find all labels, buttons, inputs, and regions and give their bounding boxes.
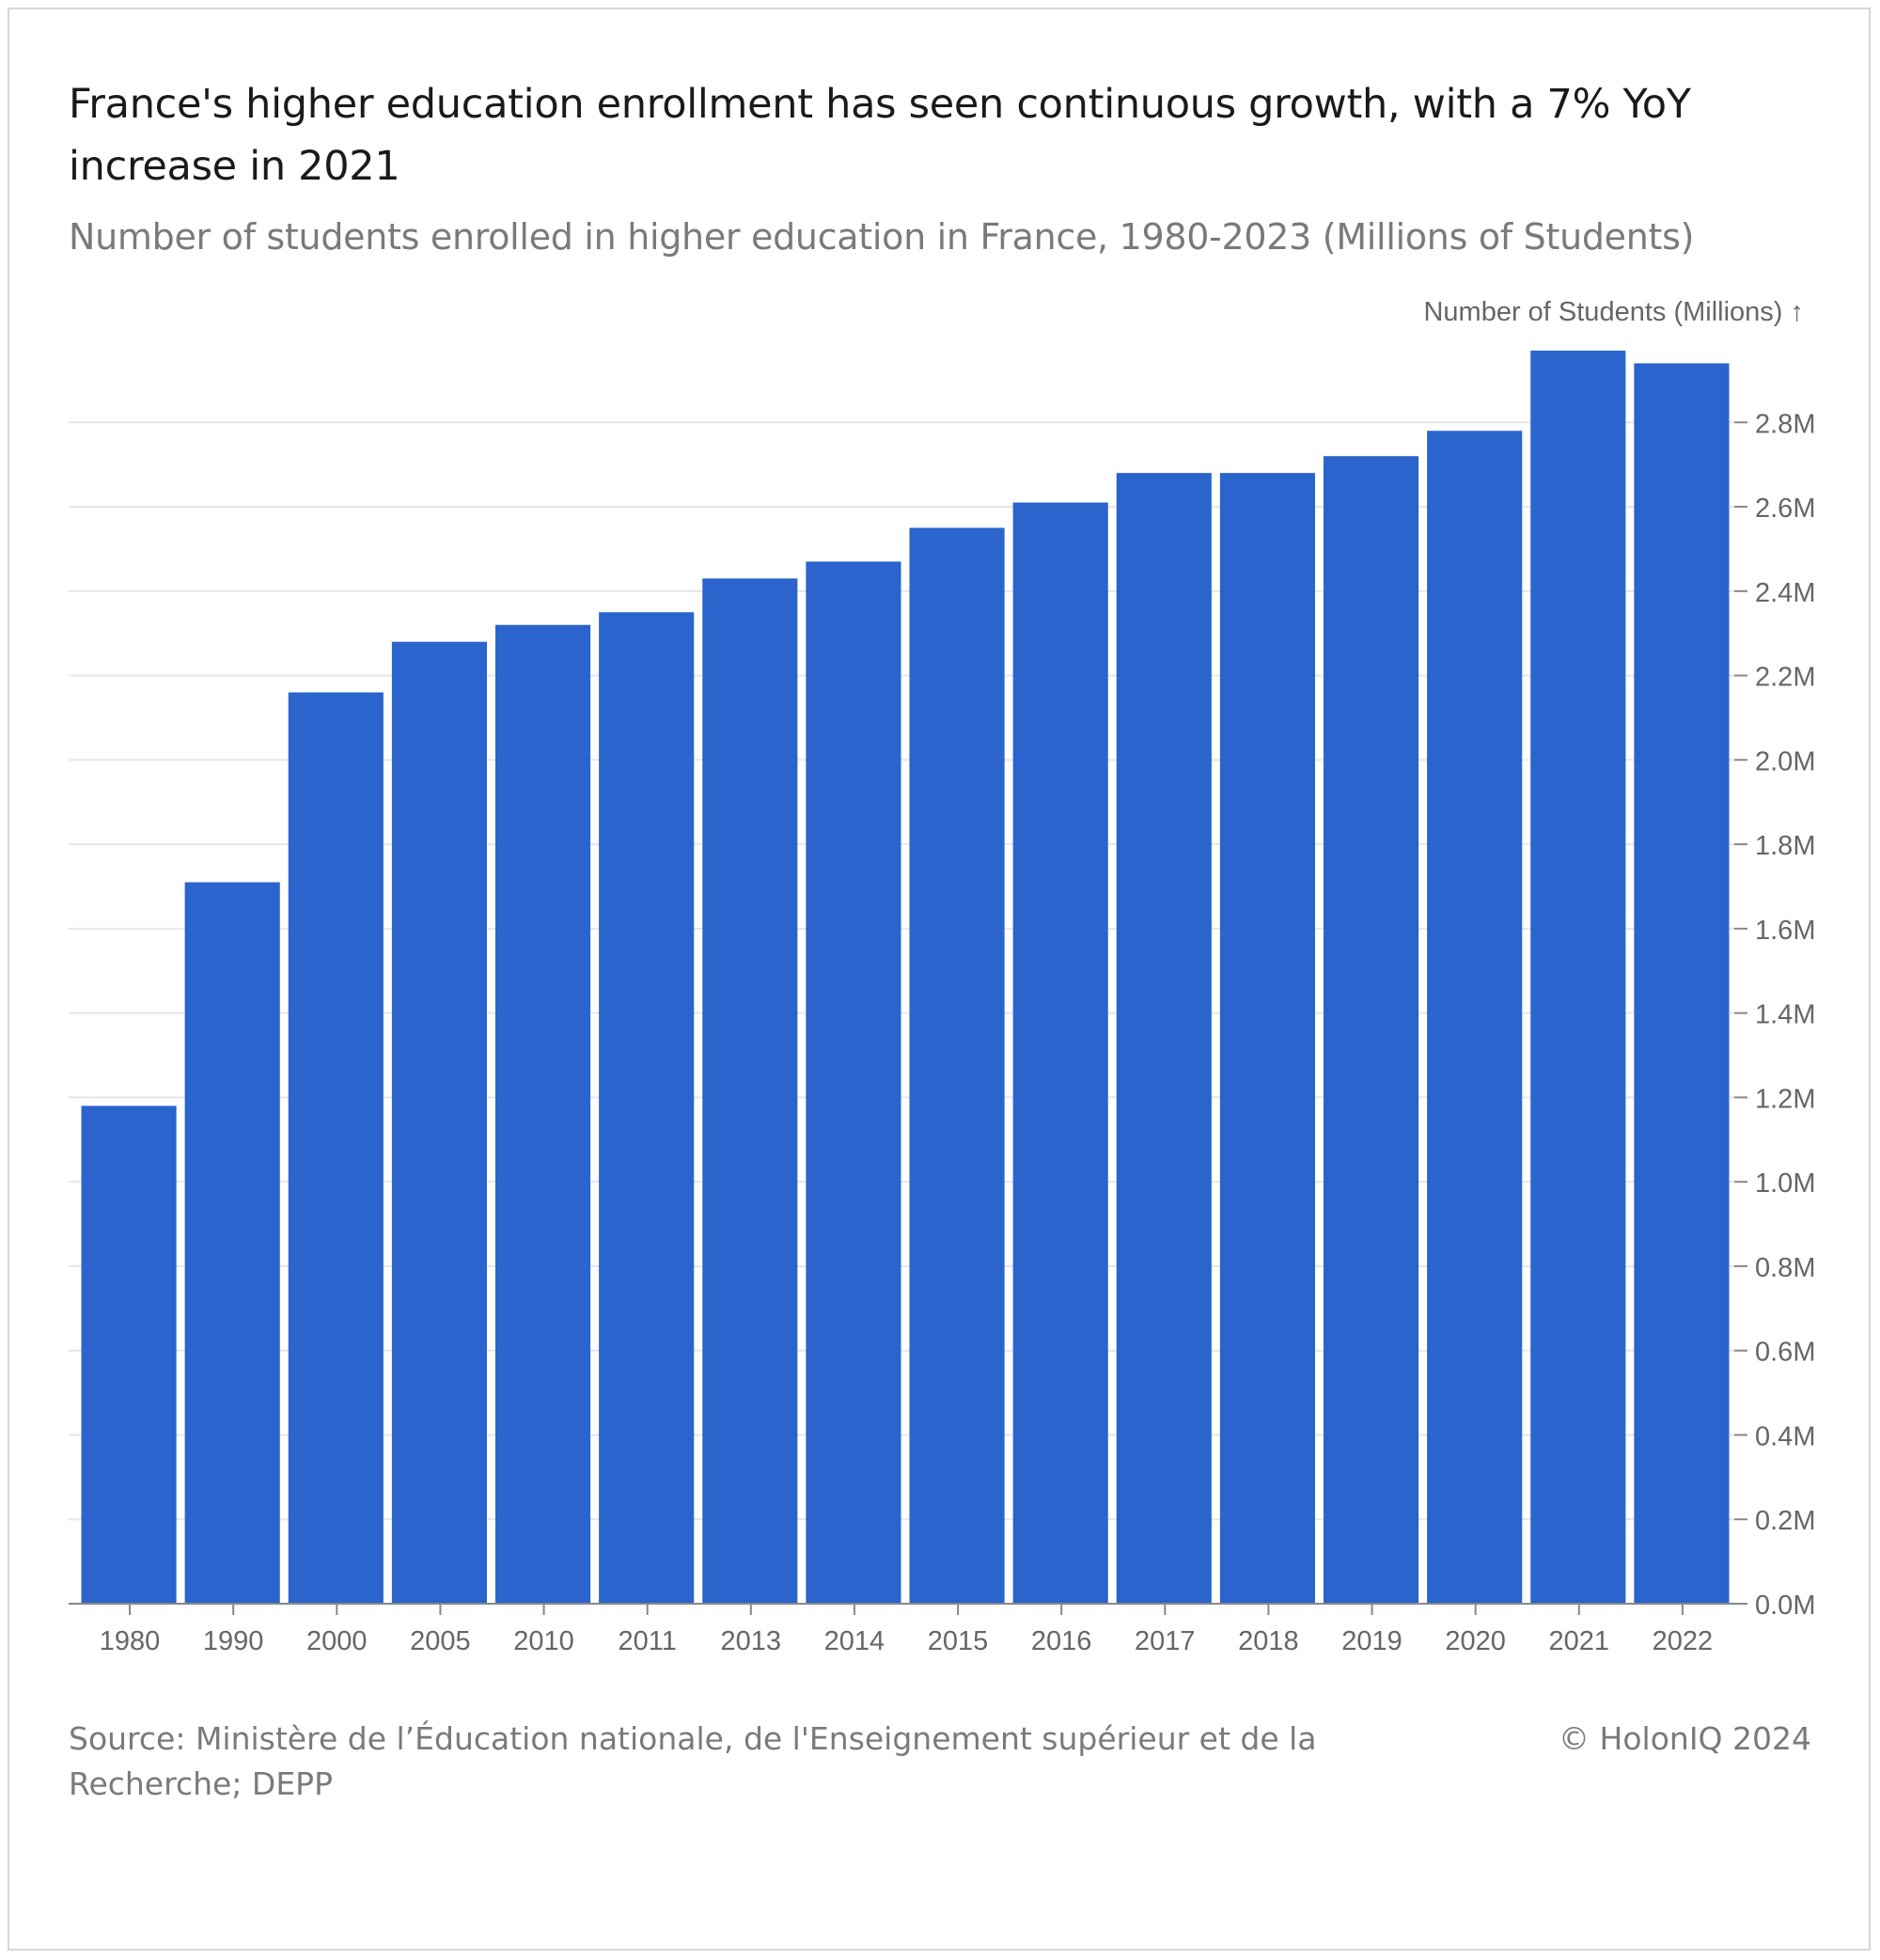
- x-tick-label: 2015: [928, 1626, 989, 1656]
- y-tick-label: 1.0M: [1755, 1168, 1815, 1199]
- bar-2011: [599, 612, 695, 1605]
- bar-2000: [288, 692, 384, 1604]
- bar-2019: [1324, 456, 1419, 1605]
- bar-2021: [1530, 351, 1626, 1604]
- y-tick-label: 2.0M: [1755, 746, 1815, 776]
- y-tick-label: 1.8M: [1755, 831, 1815, 861]
- x-tick-label: 2013: [721, 1626, 782, 1656]
- y-tick-label: 1.4M: [1755, 1000, 1815, 1030]
- bar-2022: [1634, 363, 1730, 1605]
- x-tick-label: 2016: [1031, 1626, 1092, 1656]
- y-tick-label: 0.4M: [1755, 1421, 1815, 1451]
- y-tick-label: 1.2M: [1755, 1084, 1815, 1114]
- x-tick-label: 2011: [619, 1626, 677, 1656]
- y-tick-label: 0.8M: [1755, 1253, 1815, 1283]
- y-tick-label: 0.2M: [1755, 1506, 1815, 1536]
- bar-2020: [1427, 431, 1523, 1604]
- x-tick-label: 2019: [1341, 1626, 1402, 1656]
- x-tick-label: 1980: [100, 1626, 161, 1656]
- bar-2010: [495, 624, 591, 1604]
- bar-2016: [1012, 502, 1108, 1605]
- y-tick-label: 2.2M: [1755, 663, 1815, 693]
- x-tick-label: 2018: [1238, 1626, 1299, 1656]
- bar-2013: [702, 578, 798, 1604]
- y-axis-label: Number of Students (Millions) ↑: [1423, 297, 1804, 327]
- x-tick-label: 2010: [513, 1626, 574, 1656]
- chart-title: France's higher education enrollment has…: [69, 81, 1691, 190]
- bar-1980: [81, 1105, 177, 1604]
- axes: 0.0M 0.2M 0.4M 0.6M 0.8M 1.0M 1.2M 1.4M 1.6M 1.8M…: [69, 409, 1815, 1656]
- x-tick-label: 2014: [824, 1626, 885, 1656]
- y-tick-label: 0.6M: [1755, 1338, 1815, 1368]
- bar-chart: 0.0M 0.2M 0.4M 0.6M 0.8M 1.0M 1.2M 1.4M 1.6M 1.8M…: [69, 297, 1815, 1656]
- y-tick-label: 1.6M: [1755, 916, 1815, 946]
- chart-subtitle: Number of students enrolled in higher ed…: [69, 216, 1695, 258]
- x-tick-label: 1990: [203, 1626, 264, 1656]
- bar-1990: [184, 882, 280, 1604]
- bar-2018: [1219, 473, 1315, 1605]
- bar-2014: [806, 561, 901, 1604]
- y-tick-label: 2.4M: [1755, 578, 1815, 608]
- copyright-note: © HolonIQ 2024: [1559, 1720, 1811, 1757]
- bar-2005: [391, 641, 487, 1604]
- y-tick-label: 2.8M: [1755, 409, 1815, 439]
- x-tick-label: 2017: [1135, 1626, 1196, 1656]
- x-tick-label: 2021: [1549, 1626, 1610, 1656]
- y-tick-label: 0.0M: [1755, 1591, 1815, 1621]
- bar-2015: [909, 527, 1005, 1604]
- x-tick-label: 2022: [1653, 1626, 1714, 1656]
- source-note: Source: Ministère de l’Éducation nationa…: [69, 1720, 1317, 1802]
- x-tick-label: 2005: [410, 1626, 471, 1656]
- bars: [81, 351, 1730, 1605]
- x-tick-label: 2000: [306, 1626, 368, 1656]
- y-tick-label: 2.6M: [1755, 494, 1815, 524]
- bar-2017: [1116, 473, 1212, 1605]
- x-tick-label: 2020: [1445, 1626, 1506, 1656]
